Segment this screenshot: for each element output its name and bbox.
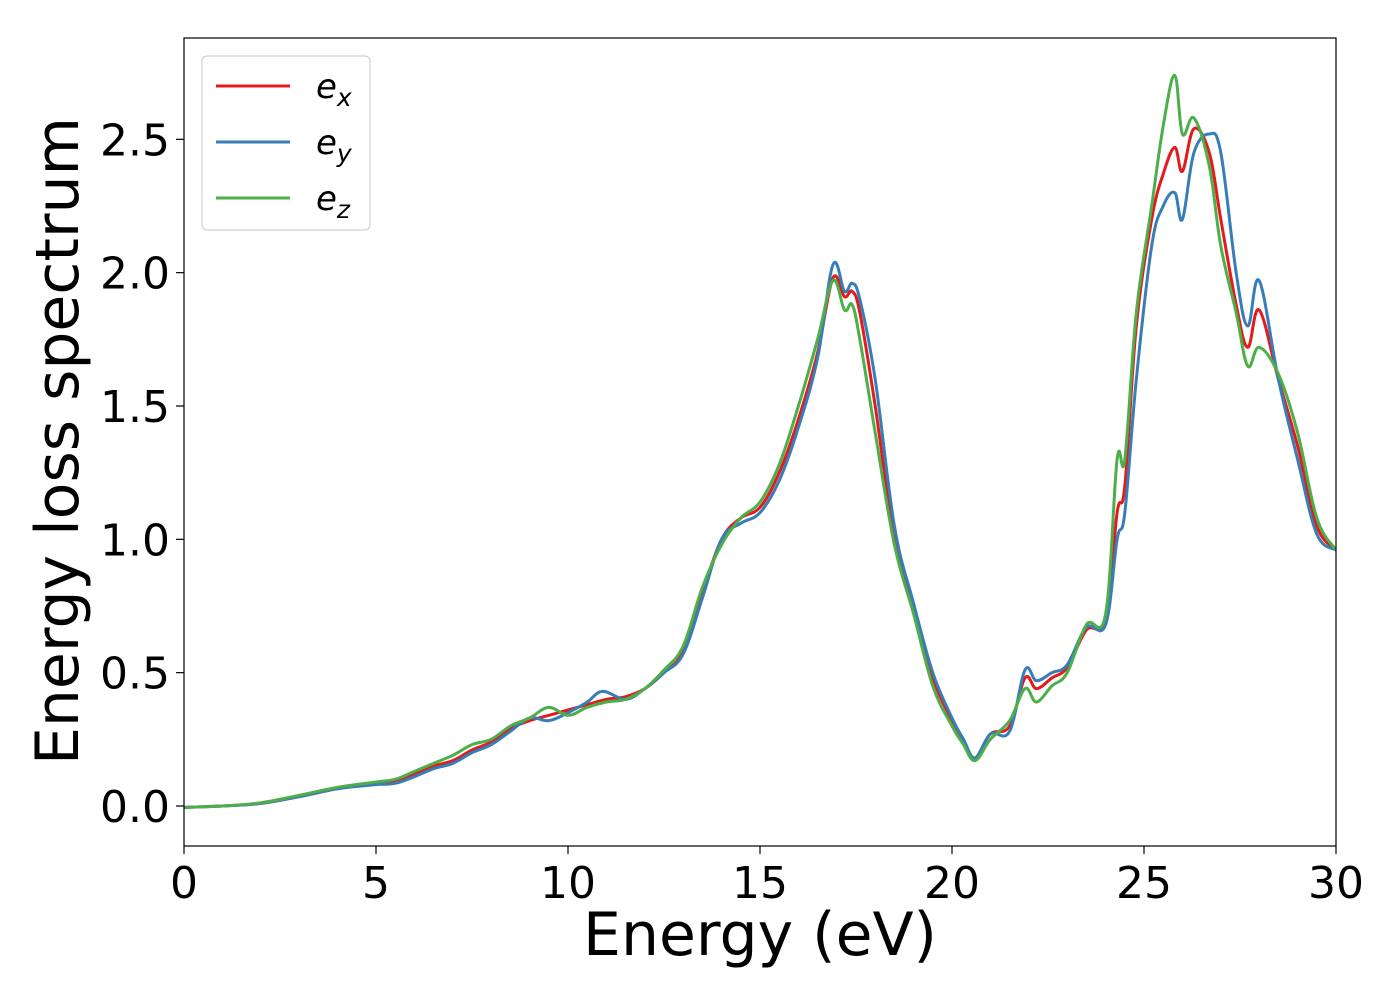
plot-area xyxy=(184,38,1336,846)
series-layer xyxy=(184,73,1336,809)
plot-background xyxy=(184,38,1336,846)
y-tick-label: 0.0 xyxy=(100,782,170,833)
y-axis-title: Energy loss spectrum xyxy=(23,117,93,765)
series-line-z xyxy=(184,73,1336,809)
legend-label-z: ez xyxy=(316,179,351,224)
x-tick-label: 20 xyxy=(924,858,980,909)
y-tick-label: 2.0 xyxy=(100,249,170,300)
series-line-y xyxy=(184,131,1336,809)
legend-label-x: ex xyxy=(316,67,352,112)
x-tick-label: 25 xyxy=(1116,858,1172,909)
x-tick-label: 5 xyxy=(362,858,390,909)
x-axis-title: Energy (eV) xyxy=(583,900,937,970)
y-tick-label: 1.0 xyxy=(100,515,170,566)
legend-label-y: ey xyxy=(316,123,353,168)
x-tick-label: 30 xyxy=(1308,858,1364,909)
x-tick-label: 0 xyxy=(170,858,198,909)
legend: ex ey ez xyxy=(201,55,371,231)
series-line-x xyxy=(184,126,1336,809)
axes-layer: 0 5 10 15 20 25 30 0.0 0.5 1.0 1.5 2.0 2.5 xyxy=(100,37,1364,909)
y-tick-label: 2.5 xyxy=(100,115,170,166)
y-tick-label: 0.5 xyxy=(100,649,170,700)
y-tick-label: 1.5 xyxy=(100,382,170,433)
x-tick-label: 15 xyxy=(732,858,788,909)
x-tick-label: 10 xyxy=(540,858,596,909)
